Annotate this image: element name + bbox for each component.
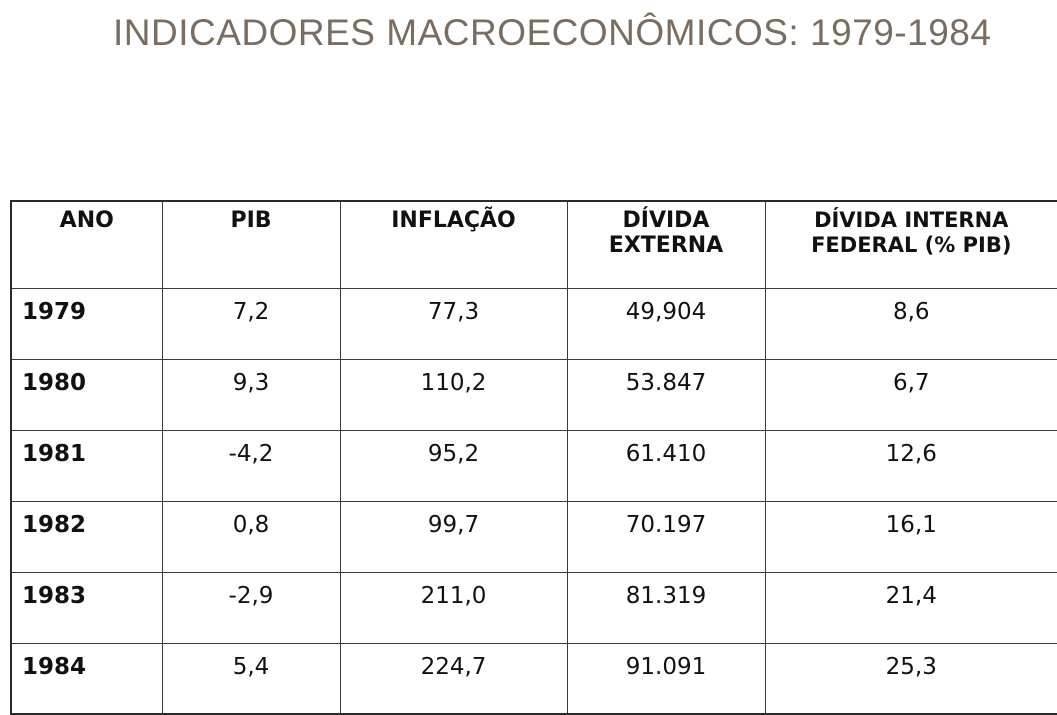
header-inflacao: INFLAÇÃO	[339, 200, 568, 289]
header-ano: ANO	[10, 200, 163, 289]
cell-ano: 1983	[10, 571, 163, 644]
cell-divida-interna: 25,3	[764, 642, 1057, 715]
table-row: 1984 5,4 224,7 91.091 25,3	[10, 642, 1057, 715]
cell-inflacao: 77,3	[339, 287, 568, 360]
cell-inflacao: 211,0	[339, 571, 568, 644]
cell-divida-interna: 21,4	[764, 571, 1057, 644]
cell-divida-interna: 8,6	[764, 287, 1057, 360]
cell-inflacao: 224,7	[339, 642, 568, 715]
cell-divida-externa: 91.091	[566, 642, 766, 715]
cell-divida-externa: 61.410	[566, 429, 766, 502]
cell-divida-interna: 16,1	[764, 500, 1057, 573]
table-row: 1983 -2,9 211,0 81.319 21,4	[10, 571, 1057, 644]
cell-ano: 1981	[10, 429, 163, 502]
cell-inflacao: 99,7	[339, 500, 568, 573]
cell-divida-externa: 49,904	[566, 287, 766, 360]
cell-pib: 5,4	[161, 642, 341, 715]
cell-inflacao: 95,2	[339, 429, 568, 502]
header-divida-interna: DÍVIDA INTERNA FEDERAL (% PIB)	[764, 200, 1057, 289]
table-header-row: ANO PIB INFLAÇÃO DÍVIDA EXTERNA DÍVIDA I…	[10, 200, 1057, 289]
cell-pib: -4,2	[161, 429, 341, 502]
cell-divida-externa: 81.319	[566, 571, 766, 644]
header-divida-externa: DÍVIDA EXTERNA	[566, 200, 766, 289]
cell-pib: 0,8	[161, 500, 341, 573]
table-row: 1981 -4,2 95,2 61.410 12,6	[10, 429, 1057, 502]
cell-divida-externa: 70.197	[566, 500, 766, 573]
indicators-table: ANO PIB INFLAÇÃO DÍVIDA EXTERNA DÍVIDA I…	[10, 200, 1057, 715]
cell-divida-interna: 12,6	[764, 429, 1057, 502]
cell-divida-externa: 53.847	[566, 358, 766, 431]
cell-ano: 1984	[10, 642, 163, 715]
cell-divida-interna: 6,7	[764, 358, 1057, 431]
table-row: 1980 9,3 110,2 53.847 6,7	[10, 358, 1057, 431]
cell-ano: 1979	[10, 287, 163, 360]
cell-pib: 7,2	[161, 287, 341, 360]
cell-inflacao: 110,2	[339, 358, 568, 431]
cell-pib: 9,3	[161, 358, 341, 431]
header-pib: PIB	[161, 200, 341, 289]
cell-ano: 1982	[10, 500, 163, 573]
cell-pib: -2,9	[161, 571, 341, 644]
table-row: 1979 7,2 77,3 49,904 8,6	[10, 287, 1057, 360]
slide-title: INDICADORES MACROECONÔMICOS: 1979-1984	[113, 12, 992, 53]
cell-ano: 1980	[10, 358, 163, 431]
table-row: 1982 0,8 99,7 70.197 16,1	[10, 500, 1057, 573]
